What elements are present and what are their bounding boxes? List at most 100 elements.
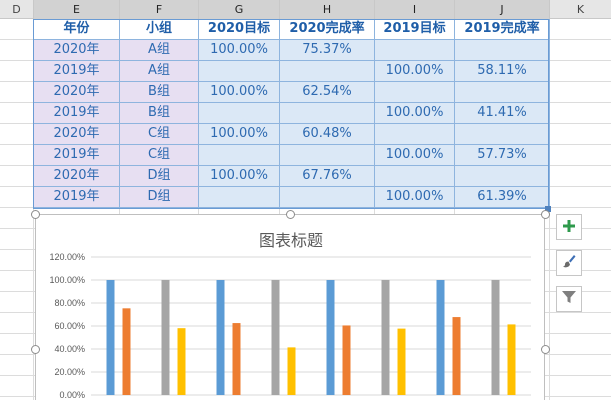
cell-2019-rate[interactable]	[455, 124, 550, 145]
bar-0-0[interactable]	[106, 280, 115, 395]
cell-2020-target[interactable]: 100.00%	[199, 124, 280, 145]
header-cell-2020-rate[interactable]: 2020完成率	[280, 19, 375, 40]
y-tick-label: 20.00%	[54, 367, 85, 377]
bar-2-7[interactable]	[491, 280, 500, 395]
cell-year[interactable]: 2019年	[34, 103, 120, 124]
plus-icon	[562, 218, 576, 237]
bar-1-2[interactable]	[232, 323, 241, 395]
cell-group[interactable]: D组	[120, 166, 199, 187]
chart-resize-handle-top[interactable]	[286, 210, 295, 219]
header-cell-2019-rate[interactable]: 2019完成率	[455, 19, 550, 40]
cell-2020-rate[interactable]: 75.37%	[280, 40, 375, 61]
bar-3-1[interactable]	[177, 328, 186, 395]
bar-3-3[interactable]	[287, 347, 296, 395]
bar-1-6[interactable]	[452, 317, 461, 395]
y-tick-label: 0.00%	[59, 390, 85, 400]
cell-2020-rate[interactable]: 60.48%	[280, 124, 375, 145]
cell-2019-target[interactable]	[375, 166, 455, 187]
bar-0-2[interactable]	[216, 280, 225, 395]
fill-handle[interactable]	[545, 206, 551, 212]
cell-2020-target[interactable]: 100.00%	[199, 166, 280, 187]
cell-2019-rate[interactable]: 41.41%	[455, 103, 550, 124]
cell-2019-rate[interactable]: 61.39%	[455, 187, 550, 208]
cell-year[interactable]: 2019年	[34, 187, 120, 208]
cell-year[interactable]: 2019年	[34, 145, 120, 166]
cell-2019-target[interactable]: 100.00%	[375, 145, 455, 166]
bar-3-5[interactable]	[397, 328, 406, 395]
cell-2019-rate[interactable]	[455, 166, 550, 187]
cell-2020-rate[interactable]	[280, 103, 375, 124]
bar-1-4[interactable]	[342, 325, 351, 395]
chart-resize-handle-left[interactable]	[31, 345, 40, 354]
column-header-g[interactable]: G	[199, 0, 280, 19]
column-header-f[interactable]: F	[120, 0, 199, 19]
column-header-bar: D E F G H I J K	[0, 0, 611, 19]
cell-year[interactable]: 2019年	[34, 61, 120, 82]
column-header-j[interactable]: J	[455, 0, 550, 19]
chart-resize-handle-top-left[interactable]	[31, 210, 40, 219]
cell-2020-target[interactable]	[199, 103, 280, 124]
chart-filters-button[interactable]	[556, 286, 582, 312]
cell-group[interactable]: D组	[120, 187, 199, 208]
cell-2020-rate[interactable]	[280, 61, 375, 82]
column-header-h[interactable]: H	[280, 0, 375, 19]
cell-2020-target[interactable]	[199, 187, 280, 208]
cell-2019-target[interactable]	[375, 124, 455, 145]
cell-2019-target[interactable]: 100.00%	[375, 61, 455, 82]
chart-elements-button[interactable]	[556, 214, 582, 240]
header-cell-2019-target[interactable]: 2019目标	[375, 19, 455, 40]
cell-group[interactable]: C组	[120, 124, 199, 145]
cell-2019-rate[interactable]: 57.73%	[455, 145, 550, 166]
cell-2020-rate[interactable]: 67.76%	[280, 166, 375, 187]
cell-2019-target[interactable]	[375, 82, 455, 103]
header-cell-group[interactable]: 小组	[120, 19, 199, 40]
column-header-i[interactable]: I	[375, 0, 455, 19]
bar-2-3[interactable]	[271, 280, 280, 395]
cell-year[interactable]: 2020年	[34, 124, 120, 145]
cell-group[interactable]: C组	[120, 145, 199, 166]
bar-1-0[interactable]	[122, 308, 131, 395]
column-header-d[interactable]: D	[0, 0, 34, 19]
cell-2020-target[interactable]	[199, 61, 280, 82]
chart-resize-handle-right[interactable]	[541, 345, 550, 354]
cell-2020-target[interactable]: 100.00%	[199, 40, 280, 61]
bar-2-5[interactable]	[381, 280, 390, 395]
cell-group[interactable]: B组	[120, 103, 199, 124]
chart-title[interactable]: 图表标题	[258, 231, 323, 250]
y-tick-label: 120.00%	[49, 252, 85, 262]
chart-area[interactable]: 图表标题 0.00% 20.00% 40.00% 60.00% 80.00% 100.00…	[35, 214, 545, 400]
cell-2020-rate[interactable]	[280, 145, 375, 166]
bar-0-4[interactable]	[326, 280, 335, 395]
chart-plot-area[interactable]: 0.00% 20.00% 40.00% 60.00% 80.00% 100.00% 120.…	[36, 215, 546, 400]
cell-2019-rate[interactable]	[455, 40, 550, 61]
cell-2020-target[interactable]: 100.00%	[199, 82, 280, 103]
header-cell-2020-target[interactable]: 2020目标	[199, 19, 280, 40]
cell-2019-target[interactable]: 100.00%	[375, 187, 455, 208]
bar-3-7[interactable]	[507, 324, 516, 395]
cell-group[interactable]: B组	[120, 82, 199, 103]
cell-2020-rate[interactable]	[280, 187, 375, 208]
cell-2020-rate[interactable]: 62.54%	[280, 82, 375, 103]
cell-year[interactable]: 2020年	[34, 40, 120, 61]
brush-icon	[561, 253, 577, 273]
y-tick-label: 40.00%	[54, 344, 85, 354]
column-header-e[interactable]: E	[34, 0, 120, 19]
cell-2019-rate[interactable]	[455, 82, 550, 103]
y-tick-label: 60.00%	[54, 321, 85, 331]
cell-year[interactable]: 2020年	[34, 166, 120, 187]
bar-2-1[interactable]	[161, 280, 170, 395]
cell-group[interactable]: A组	[120, 61, 199, 82]
cell-2019-rate[interactable]: 58.11%	[455, 61, 550, 82]
chart-resize-handle-top-right[interactable]	[541, 210, 550, 219]
chart-styles-button[interactable]	[556, 250, 582, 276]
header-cell-year[interactable]: 年份	[34, 19, 120, 40]
cell-year[interactable]: 2020年	[34, 82, 120, 103]
cell-group[interactable]: A组	[120, 40, 199, 61]
filter-icon	[561, 289, 577, 309]
cell-2019-target[interactable]	[375, 40, 455, 61]
cell-2020-target[interactable]	[199, 145, 280, 166]
y-tick-label: 80.00%	[54, 298, 85, 308]
column-header-k[interactable]: K	[576, 3, 585, 16]
bar-0-6[interactable]	[436, 280, 445, 395]
cell-2019-target[interactable]: 100.00%	[375, 103, 455, 124]
